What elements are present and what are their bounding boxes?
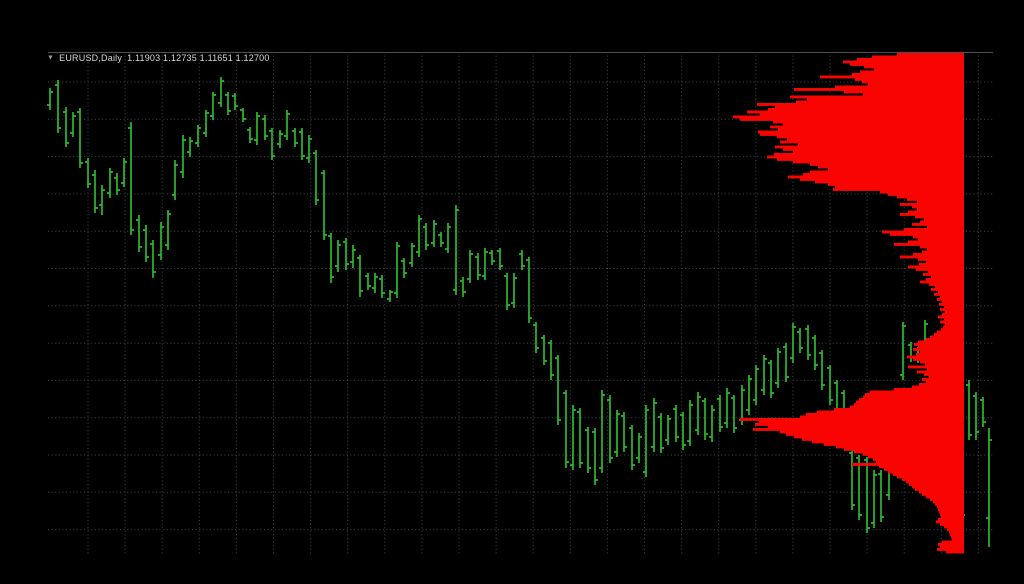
- volume-profile-histogram: [733, 53, 964, 554]
- ohlc-bars: [47, 77, 992, 547]
